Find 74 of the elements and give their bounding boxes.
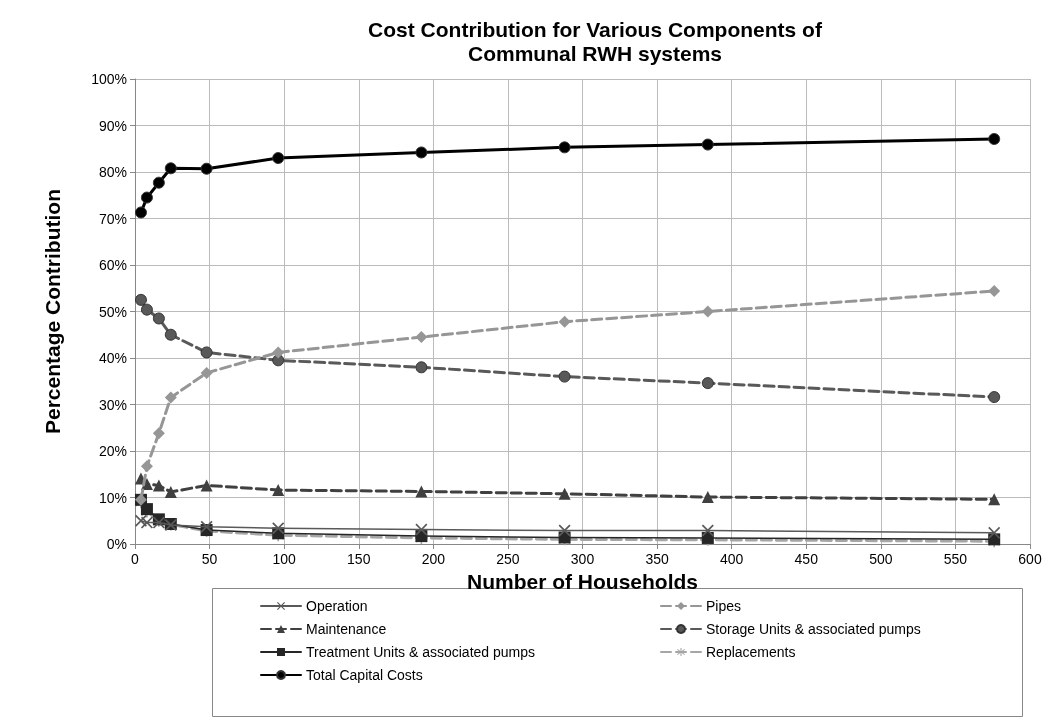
point: [988, 285, 1001, 298]
y-axis-title: Percentage Contribution: [41, 188, 64, 435]
y-tick-label: 30%: [98, 396, 127, 413]
x-tick-label: 150: [347, 551, 371, 567]
legend-label: Replacements: [706, 644, 796, 660]
y-tick-label: 0%: [106, 536, 127, 552]
point: [140, 191, 153, 204]
x-tick-label: 200: [421, 551, 446, 567]
point: [415, 485, 428, 498]
y-tick-label: 90%: [98, 117, 127, 134]
y-tick-label: 50%: [98, 303, 127, 320]
legend-label: Treatment Units & associated pumps: [306, 644, 536, 660]
point: [272, 152, 285, 165]
point: [415, 331, 428, 344]
point: [152, 176, 165, 189]
point: [701, 377, 714, 390]
point: [164, 391, 177, 404]
point: [415, 523, 428, 536]
y-tick-label: 40%: [98, 350, 127, 366]
legend-label: Total Capital Costs: [306, 667, 423, 683]
x-tick-label: 500: [869, 551, 893, 567]
x-tick-label: 400: [719, 551, 744, 567]
point: [415, 146, 428, 159]
x-tick-label: 50: [201, 551, 218, 567]
x-tick-label: 100: [272, 551, 297, 567]
point: [701, 305, 714, 318]
point: [200, 479, 213, 492]
point: [200, 346, 213, 359]
y-tick-label: 80%: [98, 164, 127, 180]
x-tick-label: 300: [570, 551, 595, 567]
x-axis-title: Number of Households: [466, 569, 699, 593]
point: [988, 132, 1001, 145]
point: [272, 522, 285, 535]
point: [415, 361, 428, 374]
point: [134, 293, 147, 306]
point: [140, 303, 153, 316]
x-tick-label: 600: [1018, 551, 1042, 567]
legend-label: Storage Units & associated pumps: [706, 621, 921, 637]
point: [988, 526, 1001, 539]
y-tick-label: 10%: [98, 489, 127, 506]
point: [558, 370, 571, 383]
y-tick-label: 20%: [98, 443, 127, 459]
legend-label: Operation: [306, 598, 368, 614]
x-tick-label: 450: [794, 551, 819, 567]
y-tick-label: 100%: [91, 71, 127, 87]
point: [134, 206, 147, 219]
point: [200, 366, 213, 379]
y-tick-label: 60%: [98, 257, 127, 273]
point: [164, 328, 177, 341]
legend-label: Pipes: [706, 598, 742, 614]
point: [701, 491, 714, 504]
point: [164, 162, 177, 175]
x-tick-label: 550: [943, 551, 968, 567]
point: [272, 346, 285, 359]
y-tick-label: 70%: [98, 210, 127, 227]
chart-title: Cost Contribution for Various Components of Communal RWH systems: [368, 17, 823, 65]
point: [558, 487, 571, 500]
x-tick-label: 0: [131, 551, 140, 567]
x-tick-label: 250: [496, 551, 520, 567]
point: [152, 312, 165, 325]
point: [701, 138, 714, 151]
point: [152, 427, 165, 440]
point: [164, 485, 177, 498]
x-tick-label: 350: [645, 551, 669, 567]
point: [988, 391, 1001, 404]
legend-label: Maintenance: [306, 621, 387, 637]
point: [988, 493, 1001, 506]
point: [558, 315, 571, 328]
point: [152, 479, 165, 492]
point: [140, 460, 153, 473]
point: [558, 524, 571, 537]
point: [200, 162, 213, 175]
point: [558, 141, 571, 154]
point: [272, 484, 285, 497]
